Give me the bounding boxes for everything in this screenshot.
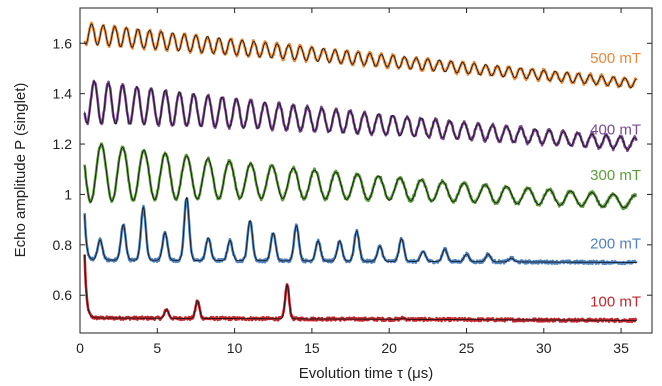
- series-fit-line: [84, 254, 637, 321]
- series-fit-line: [84, 143, 637, 209]
- series-fit-line: [84, 80, 637, 150]
- series-data-line: [83, 21, 638, 89]
- series-layer: [83, 21, 638, 324]
- x-tick-label: 15: [304, 340, 320, 356]
- x-tick-label: 30: [536, 340, 552, 356]
- x-tick-label: 35: [613, 340, 629, 356]
- series-labels: 100 mT 200 mT 300 mT 400 mT 500 mT: [590, 50, 641, 310]
- y-tick-label: 1: [64, 186, 72, 202]
- y-tick-label: 0.6: [53, 287, 73, 303]
- y-tick-label: 0.8: [53, 237, 73, 253]
- series-label: 300 mT: [590, 167, 641, 184]
- series-data-line: [83, 142, 638, 211]
- series-100-mt: [83, 254, 638, 324]
- x-axis-label: Evolution time τ (μs): [299, 365, 434, 382]
- series-label: 400 mT: [590, 122, 641, 139]
- series-label: 200 mT: [590, 235, 641, 252]
- plot-frame: [79, 7, 653, 334]
- y-axis-ticks: 0.6 0.8 1 1.2 1.4 1.6: [53, 35, 652, 303]
- series-400-mt: [83, 79, 638, 153]
- y-tick-label: 1.2: [53, 136, 73, 152]
- x-tick-label: 20: [381, 340, 397, 356]
- series-label: 100 mT: [590, 293, 641, 310]
- x-axis-ticks: 0 5 10 15 20 25 30 35: [76, 8, 629, 356]
- y-axis-label: Echo amplitude P (singlet): [12, 83, 29, 258]
- y-tick-label: 1.4: [53, 86, 73, 102]
- series-fit-line: [84, 197, 637, 263]
- x-tick-label: 0: [76, 340, 84, 356]
- x-tick-label: 5: [153, 340, 161, 356]
- series-300-mt: [83, 142, 638, 211]
- x-tick-label: 25: [459, 340, 475, 356]
- series-200-mt: [83, 196, 638, 266]
- series-500-mt: [83, 21, 638, 89]
- series-label: 500 mT: [590, 50, 641, 67]
- y-tick-label: 1.6: [53, 35, 73, 51]
- series-fit-line: [84, 23, 637, 88]
- x-tick-label: 10: [227, 340, 243, 356]
